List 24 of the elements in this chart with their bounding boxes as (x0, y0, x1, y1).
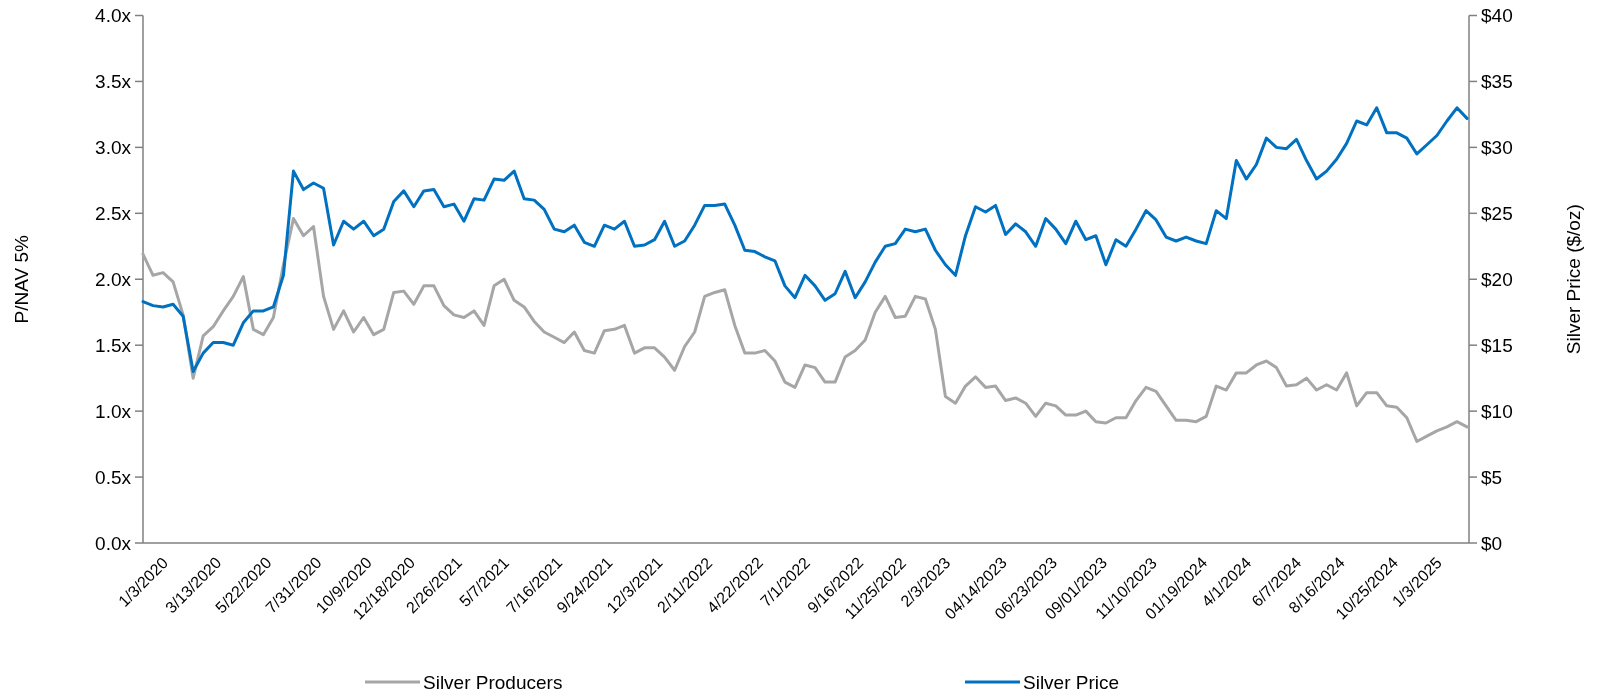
legend-label: Silver Producers (423, 671, 563, 693)
y2-tick-label: $35 (1481, 71, 1513, 93)
y-tick-label: 1.0x (95, 400, 132, 422)
y2-axis-title: Silver Price ($/oz) (1563, 204, 1584, 355)
y-tick-label: 2.5x (95, 202, 132, 224)
y-tick-label: 1.5x (95, 334, 132, 356)
line-series (141, 217, 1469, 443)
y2-tick-label: $10 (1481, 400, 1513, 422)
y-tick-label: 2.0x (95, 268, 132, 290)
y-tick-label: 3.0x (95, 137, 132, 159)
y2-tick-label: $15 (1481, 334, 1513, 356)
y-tick-label: 0.0x (95, 532, 132, 554)
y2-tick-label: $5 (1481, 466, 1503, 488)
y2-tick-label: $20 (1481, 268, 1513, 290)
y2-tick-label: $30 (1481, 137, 1513, 159)
y-axis-title: P/NAV 5% (11, 234, 32, 324)
y2-tick-label: $40 (1481, 5, 1513, 27)
y2-tick-label: $0 (1481, 532, 1503, 554)
line-series (141, 106, 1469, 374)
legend-label: Silver Price (1023, 671, 1120, 693)
y-tick-label: 3.5x (95, 71, 132, 93)
y2-tick-label: $25 (1481, 202, 1513, 224)
y-tick-label: 0.5x (95, 466, 132, 488)
y-tick-label: 4.0x (95, 5, 132, 27)
